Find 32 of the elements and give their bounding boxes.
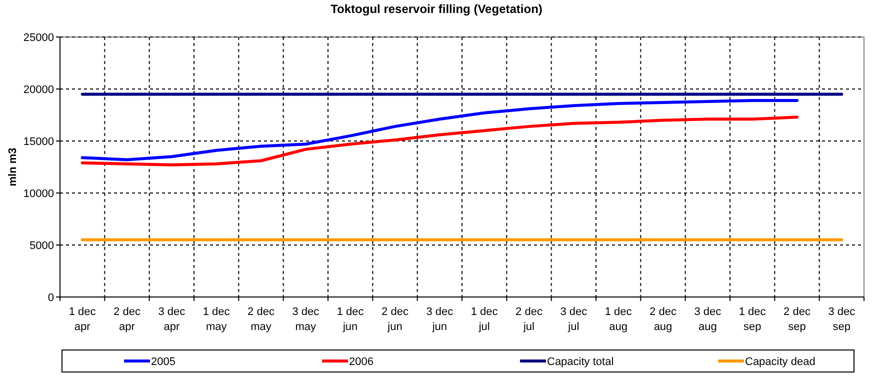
x-tick-label: 3 dec may — [292, 306, 320, 333]
x-tick-label: 1 dec apr — [68, 306, 96, 333]
x-tick-label: 3 dec apr — [158, 306, 186, 333]
y-tick-label: 0 — [48, 292, 54, 304]
chart-title: Toktogul reservoir filling (Vegetation) — [330, 2, 542, 16]
x-tick-label: 3 dec jun — [426, 306, 454, 333]
x-tick-label: 1 dec sep — [738, 306, 766, 333]
legend-label: 2006 — [349, 356, 374, 368]
legend-label: Capacity dead — [745, 356, 816, 368]
y-tick-label: 15000 — [23, 136, 54, 148]
y-tick-label: 5000 — [30, 240, 54, 252]
legend-label: 2005 — [151, 356, 176, 368]
x-tick-label: 2 dec jul — [516, 306, 543, 333]
legend-label: Capacity total — [547, 356, 614, 368]
x-tick-label: 3 dec sep — [828, 306, 856, 333]
line-series — [80, 98, 798, 162]
x-tick-label: 3 dec aug — [694, 306, 722, 333]
line-series — [80, 116, 798, 166]
x-tick-label: 3 dec jul — [560, 306, 588, 333]
y-tick-label: 10000 — [23, 188, 54, 200]
x-tick-label: 1 dec aug — [604, 306, 632, 333]
x-tick-label: 1 dec jun — [336, 306, 364, 333]
x-tick-label: 2 dec jun — [382, 306, 409, 333]
y-tick-label: 25000 — [23, 32, 54, 44]
x-tick-label: 2 dec aug — [650, 306, 677, 333]
y-tick-label: 20000 — [23, 84, 54, 96]
x-tick-label: 2 dec may — [248, 306, 275, 333]
x-tick-label: 2 dec apr — [114, 306, 141, 333]
x-tick-label: 1 dec jul — [470, 306, 498, 333]
x-tick-label: 1 dec may — [202, 306, 230, 333]
y-axis-title: mln m3 — [7, 148, 19, 186]
x-tick-label: 2 dec sep — [784, 306, 811, 333]
